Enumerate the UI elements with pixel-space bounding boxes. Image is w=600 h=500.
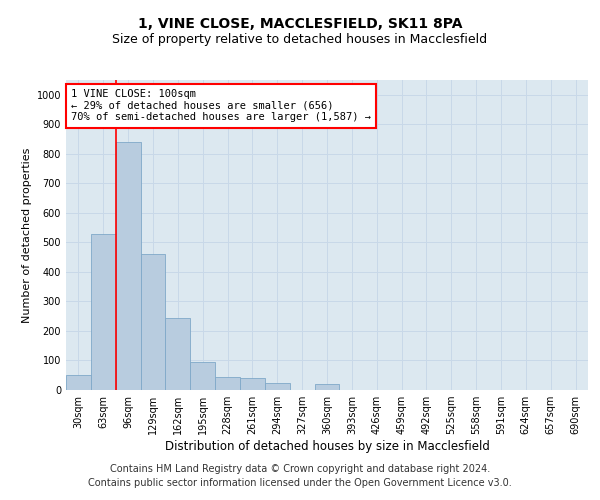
Bar (265, 382, 290, 390)
Bar (140, 254, 166, 390)
Bar (240, 378, 265, 390)
Text: Size of property relative to detached houses in Macclesfield: Size of property relative to detached ho… (112, 32, 488, 46)
Text: Contains HM Land Registry data © Crown copyright and database right 2024.
Contai: Contains HM Land Registry data © Crown c… (88, 464, 512, 487)
Bar (166, 318, 190, 390)
Bar (190, 362, 215, 390)
Bar (91, 234, 116, 390)
Bar (215, 376, 240, 390)
Text: 1, VINE CLOSE, MACCLESFIELD, SK11 8PA: 1, VINE CLOSE, MACCLESFIELD, SK11 8PA (138, 18, 462, 32)
Bar (314, 384, 340, 390)
Text: 1 VINE CLOSE: 100sqm
← 29% of detached houses are smaller (656)
70% of semi-deta: 1 VINE CLOSE: 100sqm ← 29% of detached h… (71, 90, 371, 122)
Y-axis label: Number of detached properties: Number of detached properties (22, 148, 32, 322)
X-axis label: Distribution of detached houses by size in Macclesfield: Distribution of detached houses by size … (164, 440, 490, 453)
Bar (66, 375, 91, 390)
Bar (116, 142, 140, 390)
